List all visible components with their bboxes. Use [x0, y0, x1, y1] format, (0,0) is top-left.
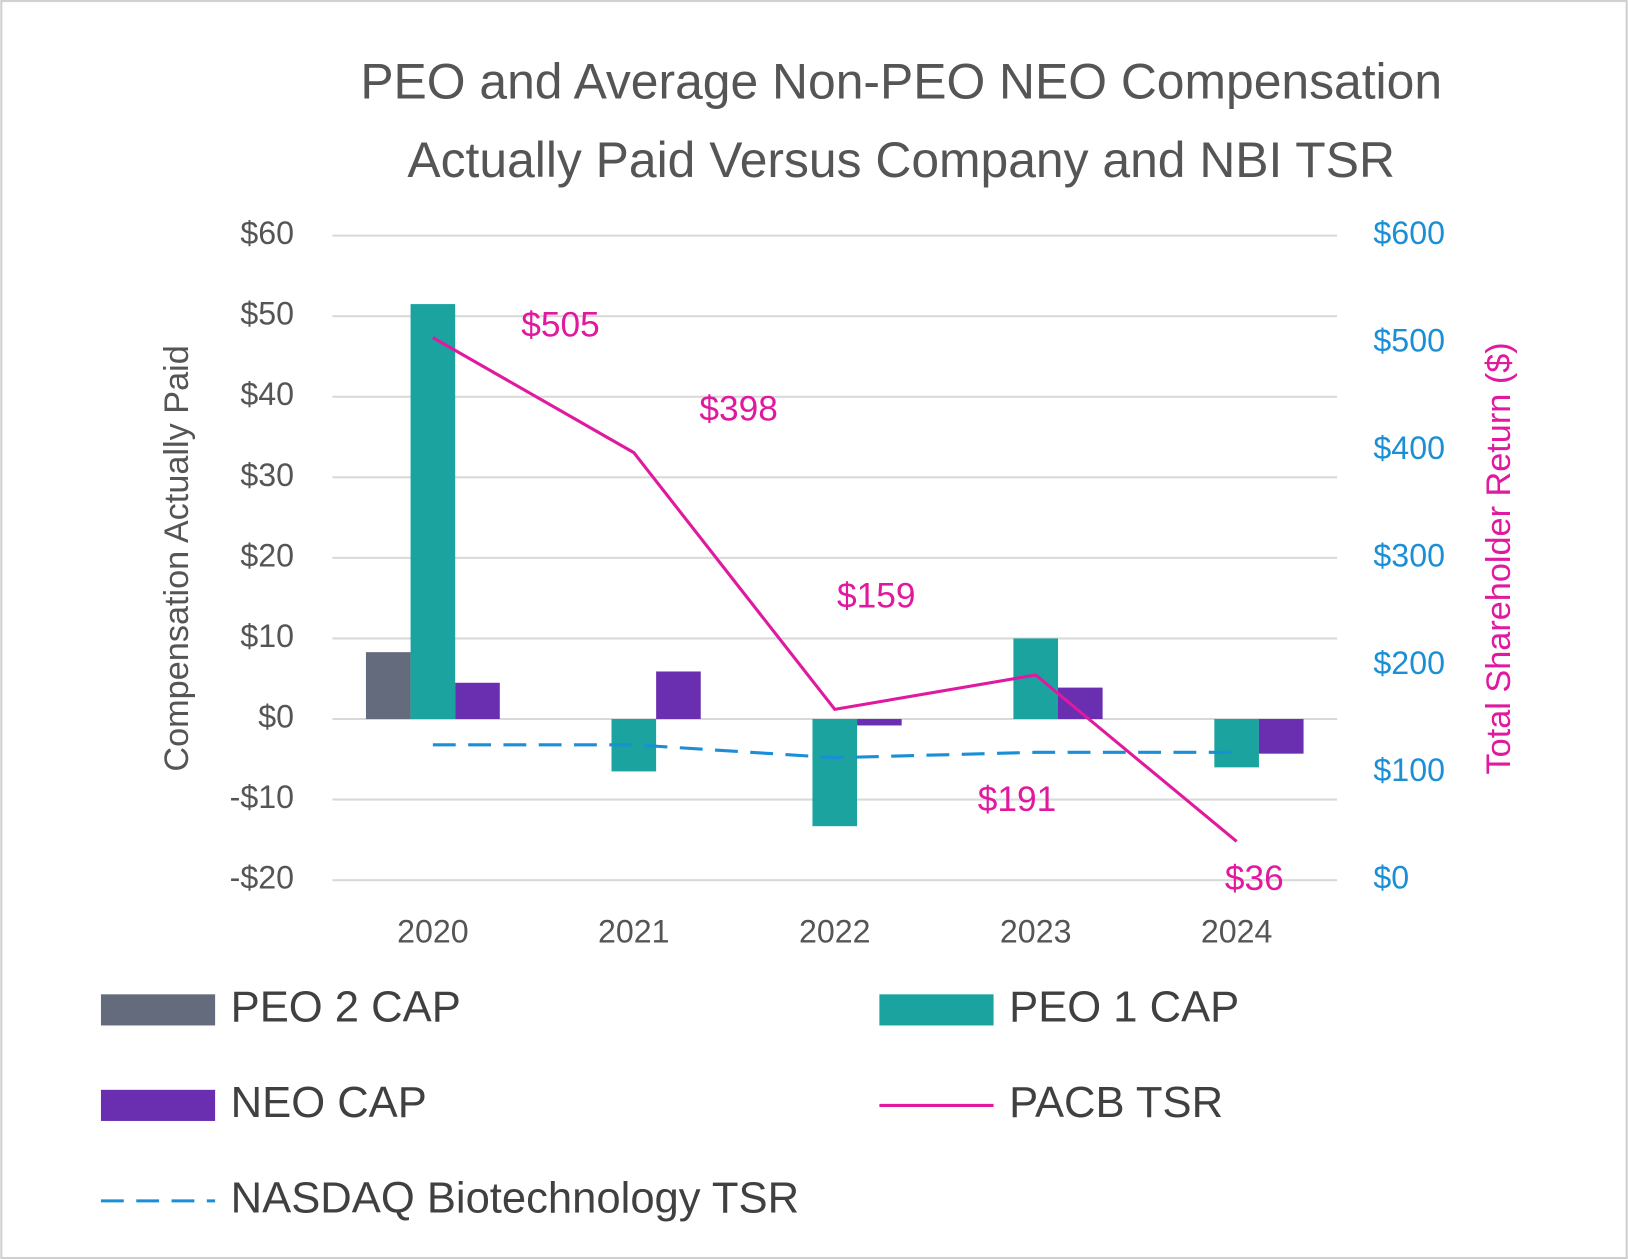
data-label: $191 [978, 780, 1056, 819]
bar [857, 719, 902, 726]
bar [812, 719, 858, 827]
data-label: $398 [699, 389, 777, 428]
x-tick-label: 2022 [799, 914, 871, 950]
y-tick-label: -$20 [230, 860, 294, 896]
y2-tick-label: $0 [1373, 860, 1409, 896]
legend-swatch [100, 1089, 216, 1121]
legend-swatch [100, 994, 216, 1026]
y-tick-label: $60 [240, 215, 294, 251]
y2-tick-label: $400 [1373, 430, 1445, 466]
y2-tick-label: $600 [1373, 215, 1445, 251]
y-tick-label: $50 [240, 296, 294, 332]
y2-tick-label: $300 [1373, 537, 1445, 573]
line-series [432, 336, 1238, 843]
bar [455, 682, 500, 720]
bar [656, 671, 701, 720]
legend-label: NEO CAP [231, 1079, 427, 1127]
x-tick-label: 2024 [1201, 914, 1273, 950]
y-tick-label: $0 [258, 699, 294, 735]
x-tick-label: 2023 [1000, 914, 1072, 950]
line-series [432, 743, 1237, 760]
y2-tick-label: $200 [1373, 645, 1445, 681]
y2-tick-label: $100 [1373, 752, 1445, 788]
x-tick-label: 2021 [598, 914, 670, 950]
bar [1258, 719, 1304, 754]
legend-label: PEO 1 CAP [1009, 983, 1239, 1031]
y-axis-title: Compensation Actually Paid [158, 345, 196, 771]
y-tick-label: $30 [240, 457, 294, 493]
y-tick-label: $40 [240, 376, 294, 412]
legend-swatch [879, 994, 994, 1026]
x-tick-label: 2020 [397, 914, 469, 950]
y2-axis-title: Total Shareholder Return ($) [1480, 342, 1518, 774]
chart-title: PEO and Average Non-PEO NEO Compensation [360, 53, 1442, 109]
data-label: $159 [837, 577, 915, 616]
y2-tick-label: $500 [1373, 323, 1445, 359]
data-label: $36 [1225, 859, 1284, 898]
y-tick-label: $20 [240, 537, 294, 573]
bar [1214, 719, 1259, 768]
bar [1058, 687, 1103, 720]
legend-label: PACB TSR [1009, 1079, 1223, 1127]
legend-label: PEO 2 CAP [231, 983, 461, 1031]
bar [365, 652, 411, 720]
bar [410, 304, 456, 720]
y-tick-label: $10 [240, 618, 294, 654]
y-tick-label: -$10 [230, 779, 294, 815]
chart-title: Actually Paid Versus Company and NBI TSR [407, 132, 1395, 188]
legend-label: NASDAQ Biotechnology TSR [231, 1174, 799, 1222]
data-label: $505 [521, 306, 599, 345]
